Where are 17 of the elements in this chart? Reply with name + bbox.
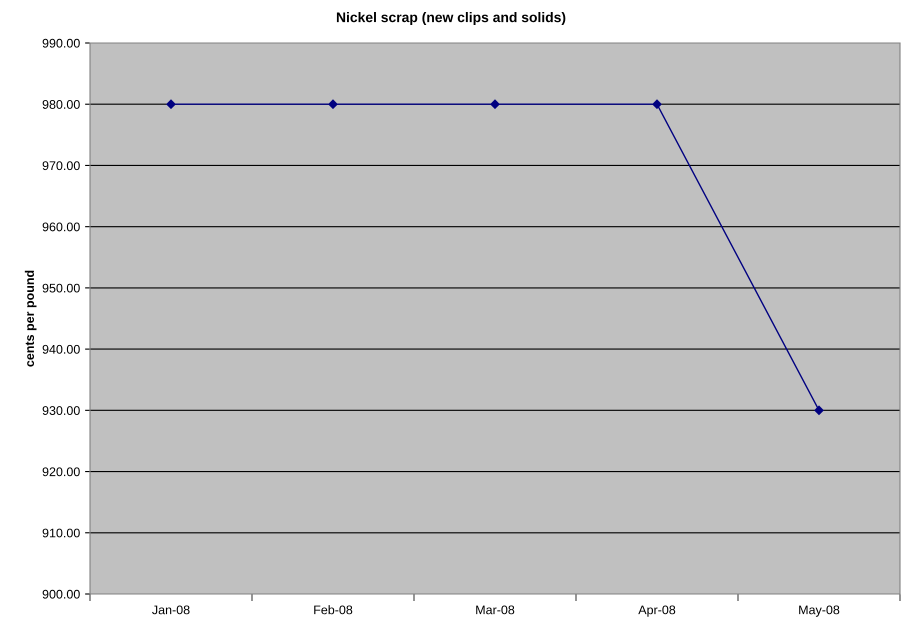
y-tick-label: 950.00 bbox=[42, 284, 80, 293]
y-tick-label: 940.00 bbox=[42, 344, 80, 354]
y-tick-label: 910.00 bbox=[42, 528, 80, 538]
x-tick-label: Mar-08 bbox=[476, 605, 514, 614]
y-tick-label: 990.00 bbox=[42, 38, 80, 48]
y-tick-label: 960.00 bbox=[42, 222, 80, 232]
x-tick-label: May-08 bbox=[799, 605, 840, 617]
y-tick-label: 970.00 bbox=[42, 161, 80, 170]
x-tick-label: Jan-08 bbox=[152, 605, 190, 614]
chart-title: Nickel scrap (new clips and solids) bbox=[336, 12, 566, 25]
x-tick-label: Apr-08 bbox=[638, 605, 676, 617]
y-tick-label: 980.00 bbox=[42, 100, 80, 109]
y-tick-label: 920.00 bbox=[42, 467, 80, 476]
y-tick-label: 930.00 bbox=[42, 406, 80, 415]
x-tick-label: Feb-08 bbox=[314, 605, 352, 614]
y-axis-title: cents per pound bbox=[24, 270, 36, 367]
y-tick-label: 900.00 bbox=[42, 590, 80, 599]
